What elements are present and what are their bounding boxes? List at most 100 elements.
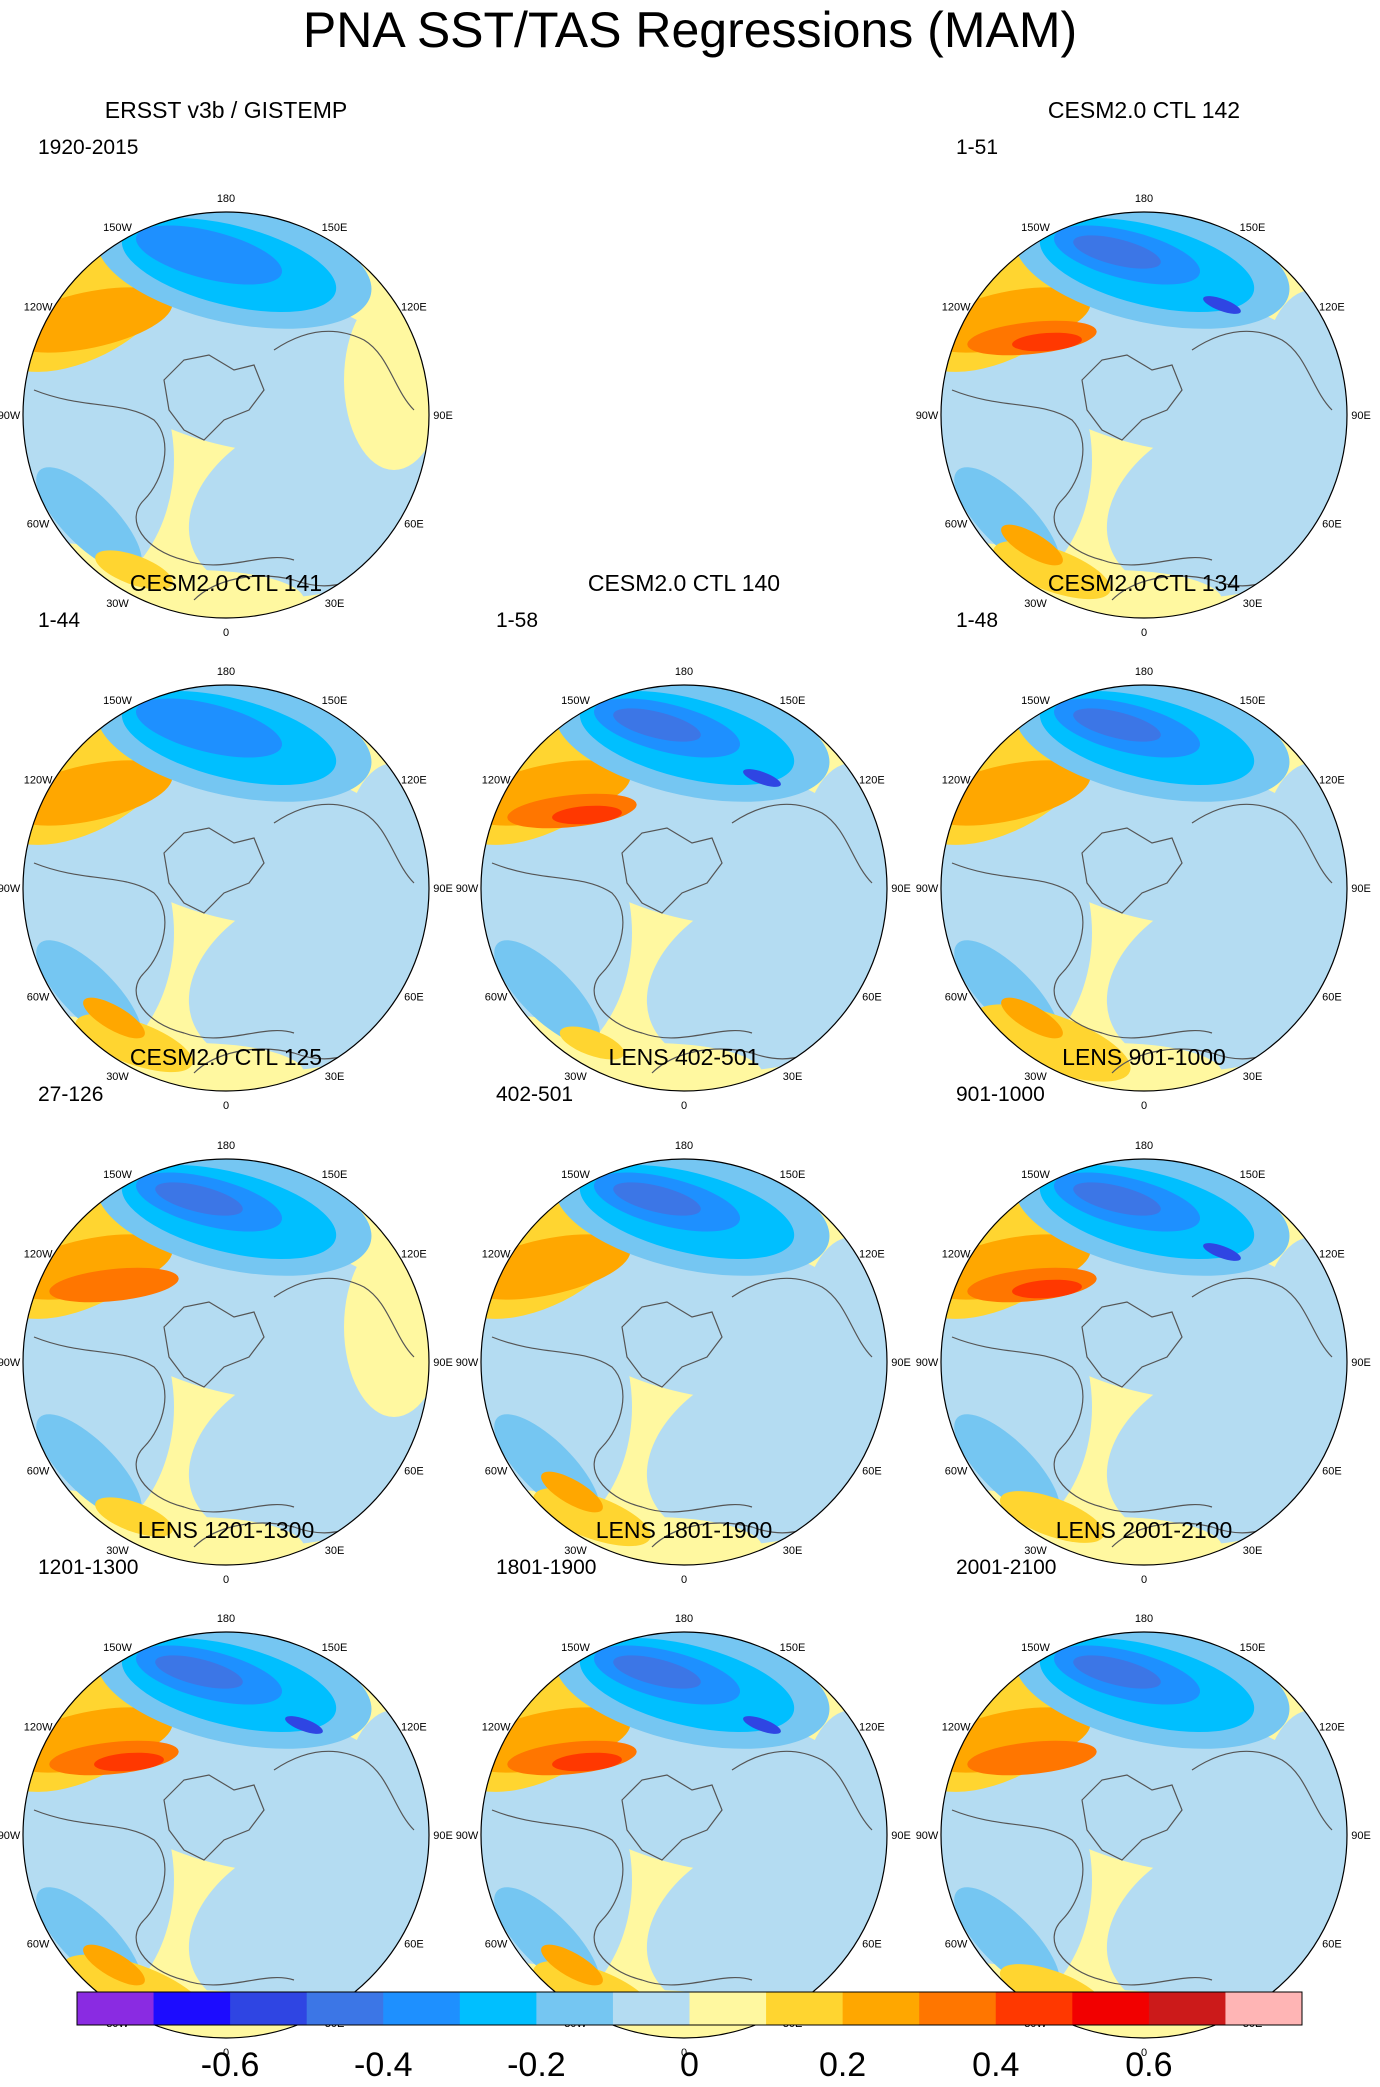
- colorbar-swatch: [77, 1992, 155, 2025]
- colorbar-svg: -0.6 -0.4 -0.2 0 0.2 0.4 0.6: [76, 1991, 1303, 2084]
- negative-region: [494, 940, 600, 1046]
- longitude-label: 90E: [433, 1830, 453, 1842]
- longitude-label: 60E: [862, 992, 882, 1004]
- panel-title: ERSST v3b / GISTEMP: [105, 97, 347, 123]
- longitude-label: 30E: [325, 1545, 345, 1557]
- coastline: [1191, 1750, 1333, 1831]
- map-panel-lens901: LENS 901-1000 901-1000 180 150E 120E 90E 60E 30…: [912, 1027, 1372, 1586]
- longitude-label: 90W: [0, 410, 21, 422]
- panel-title: LENS 2001-2100: [1056, 1517, 1232, 1543]
- negative-region: [1073, 1655, 1161, 1689]
- negative-region: [285, 1716, 323, 1734]
- longitude-label: 0: [223, 2047, 229, 2059]
- map-panel-obs: ERSST v3b / GISTEMP 1920-2015 180 150E 120E 9…: [0, 80, 454, 639]
- longitude-label: 60W: [485, 992, 508, 1004]
- longitude-label: 150W: [1021, 1169, 1050, 1181]
- positive-region: [552, 1752, 622, 1772]
- coastline: [491, 1809, 753, 1986]
- longitude-label: 150E: [1240, 1169, 1266, 1181]
- longitude-label: 60W: [945, 1466, 968, 1478]
- longitude-label: 90E: [891, 1830, 911, 1842]
- panel-title: CESM2.0 CTL 125: [130, 1044, 322, 1070]
- colorbar-frame: [76, 1991, 1303, 2026]
- coastline: [33, 389, 295, 566]
- longitude-label: 30W: [564, 1071, 587, 1083]
- longitude-label: 120W: [942, 1249, 971, 1261]
- sst-field: [941, 212, 1347, 618]
- longitude-label: 90E: [1351, 1357, 1371, 1369]
- panel-title: CESM2.0 CTL 140: [588, 570, 780, 596]
- coastline: [951, 862, 1213, 1039]
- positive-region: [83, 997, 145, 1039]
- map-boundary: [480, 684, 888, 1092]
- negative-region: [743, 1716, 781, 1734]
- panel-title: CESM2.0 CTL 141: [130, 570, 322, 596]
- panel-title: CESM2.0 CTL 142: [1048, 97, 1240, 123]
- longitude-label: 90E: [1351, 883, 1371, 895]
- longitude-label: 180: [675, 1613, 693, 1625]
- longitude-label: 180: [217, 666, 235, 678]
- colorbar-swatch: [766, 1992, 844, 2025]
- coastline: [491, 1336, 753, 1513]
- coastline: [163, 1301, 265, 1388]
- longitude-label: 120W: [942, 1722, 971, 1734]
- longitude-label: 0: [223, 1574, 229, 1586]
- colorbar: -0.6 -0.4 -0.2 0 0.2 0.4 0.6: [0, 1990, 1380, 2084]
- longitude-label: 30W: [1024, 1545, 1047, 1557]
- coastline: [1191, 330, 1333, 411]
- longitude-label: 120W: [24, 302, 53, 314]
- longitude-label: 60E: [1322, 1466, 1342, 1478]
- negative-region: [135, 698, 283, 758]
- colorbar-swatch: [536, 1992, 614, 2025]
- longitude-label: 150E: [322, 1642, 348, 1654]
- longitude-label: 30W: [564, 1545, 587, 1557]
- coastline: [491, 862, 753, 1039]
- longitude-label: 120E: [1319, 302, 1345, 314]
- polar-map-obs: ERSST v3b / GISTEMP 1920-2015 180 150E 120E 9…: [0, 97, 453, 639]
- longitude-label: 60E: [404, 1466, 424, 1478]
- negative-region: [743, 769, 781, 787]
- polar-map-ctl140: CESM2.0 CTL 140 1-58 180 150E 120E 90E 60E 30E 0…: [456, 570, 911, 1112]
- longitude-label: 150W: [103, 222, 132, 234]
- longitude-label: 60W: [485, 1466, 508, 1478]
- longitude-label: 90W: [916, 883, 939, 895]
- longitude-label: 30W: [1024, 1071, 1047, 1083]
- coastline: [33, 862, 295, 1039]
- longitude-label: 120E: [859, 1249, 885, 1261]
- longitude-label: 90E: [891, 1357, 911, 1369]
- longitude-label: 90E: [433, 410, 453, 422]
- coastline: [273, 330, 415, 411]
- longitude-label: 30E: [783, 1071, 803, 1083]
- longitude-label: 150E: [322, 222, 348, 234]
- colorbar-swatch: [919, 1992, 997, 2025]
- longitude-label: 30E: [1243, 1545, 1263, 1557]
- coastline: [273, 1277, 415, 1358]
- panel-title: LENS 1801-1900: [596, 1517, 772, 1543]
- colorbar-swatch: [842, 1992, 920, 2025]
- longitude-label: 150W: [103, 1169, 132, 1181]
- coastline: [273, 1750, 415, 1831]
- colorbar-swatch: [383, 1992, 461, 2025]
- longitude-label: 120E: [1319, 1722, 1345, 1734]
- longitude-label: 150W: [561, 695, 590, 707]
- longitude-label: 150W: [561, 1169, 590, 1181]
- positive-region: [999, 1491, 1105, 1543]
- map-boundary: [940, 1631, 1348, 2039]
- positive-region: [95, 1497, 173, 1537]
- positive-region: [541, 1944, 603, 1986]
- longitude-label: 60E: [862, 1466, 882, 1478]
- positive-region: [559, 1026, 625, 1060]
- longitude-label: 0: [1141, 1574, 1147, 1586]
- negative-region: [155, 1182, 243, 1216]
- panel-period: 402-501: [496, 1083, 573, 1106]
- longitude-label: 150E: [322, 695, 348, 707]
- longitude-label: 30E: [1243, 1071, 1263, 1083]
- colorbar-tick-label: 0.2: [819, 2046, 866, 2082]
- panel-title: LENS 402-501: [609, 1044, 760, 1070]
- longitude-label: 60E: [1322, 1939, 1342, 1951]
- longitude-label: 180: [217, 193, 235, 205]
- colorbar-tick-label: -0.2: [507, 2046, 566, 2082]
- longitude-label: 90E: [891, 883, 911, 895]
- coastline: [163, 354, 265, 441]
